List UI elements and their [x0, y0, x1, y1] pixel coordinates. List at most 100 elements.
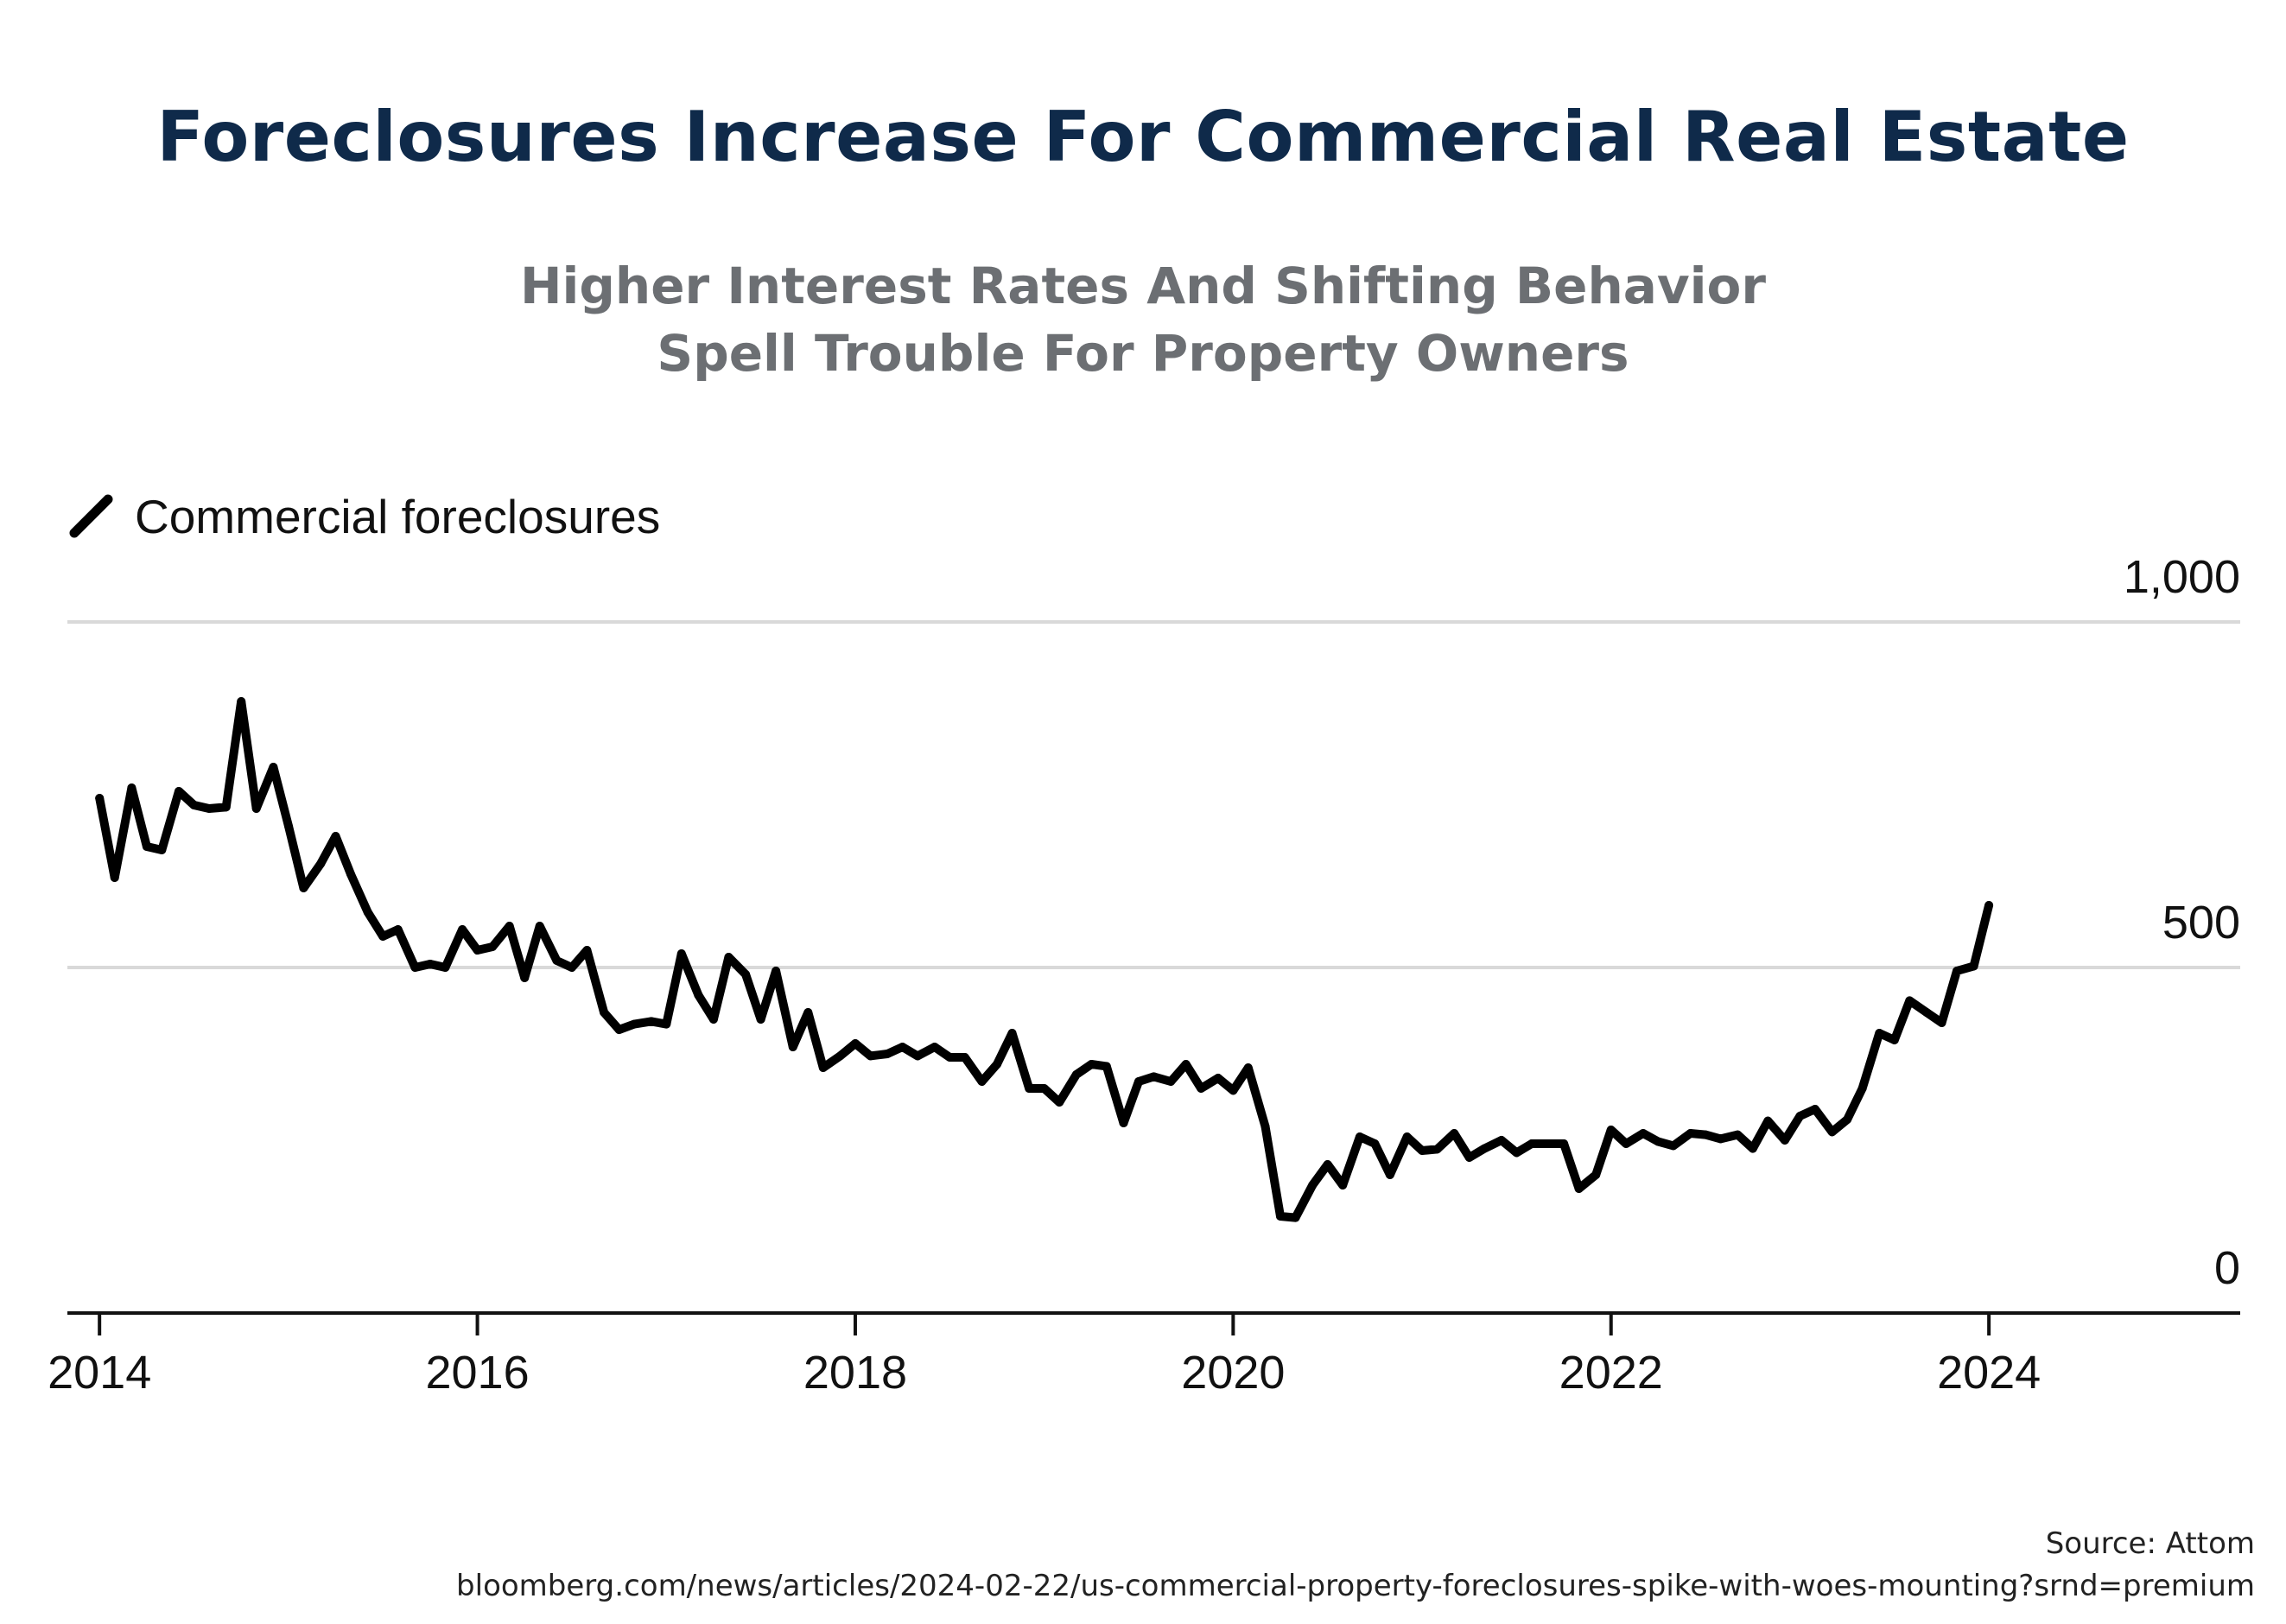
y-tick-label: 1,000 — [2124, 551, 2240, 603]
data-point — [1385, 1170, 1394, 1179]
data-point — [1323, 1160, 1332, 1169]
data-point — [1149, 1072, 1159, 1082]
data-point — [1039, 1084, 1049, 1093]
data-point — [1450, 1129, 1459, 1138]
data-point — [1527, 1139, 1536, 1148]
data-point — [662, 1019, 671, 1029]
chart-subtitle: Higher Interest Rates And Shifting Behav… — [0, 252, 2286, 387]
data-point — [1763, 1116, 1773, 1126]
data-point — [488, 942, 498, 951]
data-point — [1181, 1060, 1191, 1069]
data-point — [788, 1043, 797, 1051]
y-tick-label: 500 — [2162, 897, 2240, 948]
x-tick-label: 2018 — [803, 1347, 907, 1399]
data-point — [1134, 1077, 1143, 1086]
data-point — [708, 1015, 718, 1024]
data-point — [535, 922, 544, 930]
data-point — [993, 1060, 1001, 1069]
data-point — [127, 783, 137, 792]
data-point — [1338, 1181, 1348, 1189]
x-tick-label: 2016 — [425, 1347, 529, 1399]
data-point — [520, 974, 530, 982]
data-point — [1795, 1112, 1805, 1120]
data-point — [1213, 1074, 1222, 1082]
data-point — [1937, 1018, 1946, 1027]
data-point — [1638, 1129, 1648, 1138]
legend: Commercial foreclosures — [69, 490, 660, 543]
data-point — [1480, 1144, 1489, 1153]
data-point — [930, 1043, 939, 1051]
x-tick-label: 2024 — [1937, 1347, 2041, 1399]
data-point — [1464, 1153, 1474, 1162]
data-point — [1875, 1029, 1884, 1037]
data-point — [1810, 1105, 1819, 1113]
data-point — [363, 908, 372, 917]
data-point — [1668, 1141, 1678, 1151]
subtitle-line-1: Higher Interest Rates And Shifting Behav… — [519, 257, 1767, 315]
data-point — [1606, 1126, 1616, 1134]
data-point — [1418, 1146, 1426, 1155]
data-point — [142, 842, 151, 851]
data-point — [1559, 1139, 1569, 1148]
data-point — [960, 1053, 969, 1062]
data-point — [1969, 961, 1978, 971]
data-point — [410, 963, 420, 972]
gridlines — [67, 620, 2240, 969]
data-point — [283, 822, 293, 830]
data-point — [1857, 1084, 1867, 1093]
subtitle-line-2: Spell Trouble For Property Owners — [657, 324, 1629, 383]
data-point — [913, 1051, 923, 1061]
data-point — [331, 832, 340, 841]
data-point — [1889, 1036, 1899, 1044]
data-point — [1432, 1145, 1442, 1154]
data-point — [473, 946, 482, 955]
data-point — [741, 970, 751, 979]
data-point — [1686, 1129, 1695, 1138]
legend-label: Commercial foreclosures — [135, 490, 660, 543]
data-point — [1701, 1130, 1711, 1139]
data-point — [1025, 1084, 1034, 1093]
data-point — [205, 804, 213, 813]
data-point — [95, 794, 105, 802]
data-point — [1843, 1115, 1852, 1124]
data-point — [1827, 1127, 1837, 1137]
data-point — [1355, 1132, 1364, 1141]
legend-line-swatch — [69, 494, 113, 538]
data-point — [676, 949, 686, 958]
data-point — [1544, 1139, 1553, 1148]
data-point — [1716, 1134, 1725, 1144]
source-note: Source: Attom bloomberg.com/news/article… — [456, 1523, 2255, 1608]
data-point — [1087, 1060, 1096, 1069]
data-point — [1102, 1062, 1111, 1071]
y-axis-tick-labels: 0 500 1,000 — [2124, 551, 2240, 1294]
data-point — [1402, 1132, 1412, 1141]
data-point — [646, 1017, 656, 1026]
data-point — [1119, 1119, 1128, 1127]
data-point — [1291, 1213, 1300, 1222]
data-point — [1748, 1144, 1757, 1153]
data-point — [1276, 1212, 1285, 1221]
data-point — [441, 963, 450, 972]
x-tick-label: 2014 — [48, 1347, 151, 1399]
data-point — [552, 956, 562, 965]
data-point — [1622, 1139, 1631, 1148]
data-point — [772, 967, 781, 975]
data-point — [694, 991, 703, 999]
data-point — [237, 697, 246, 706]
data-point — [724, 953, 733, 961]
source-url: bloomberg.com/news/articles/2024-02-22/u… — [456, 1569, 2255, 1603]
data-point — [883, 1050, 892, 1058]
data-point — [458, 925, 467, 934]
series-line-commercial-foreclosures — [95, 697, 1994, 1222]
data-point — [157, 846, 167, 854]
data-point — [1229, 1086, 1238, 1095]
data-point — [1654, 1137, 1663, 1146]
data-point — [1197, 1084, 1206, 1093]
data-point — [567, 963, 576, 972]
data-point — [1496, 1136, 1506, 1145]
data-point — [582, 946, 592, 955]
data-point — [175, 787, 183, 796]
data-point — [1243, 1063, 1253, 1072]
data-point — [110, 873, 119, 882]
data-point — [1591, 1170, 1601, 1179]
